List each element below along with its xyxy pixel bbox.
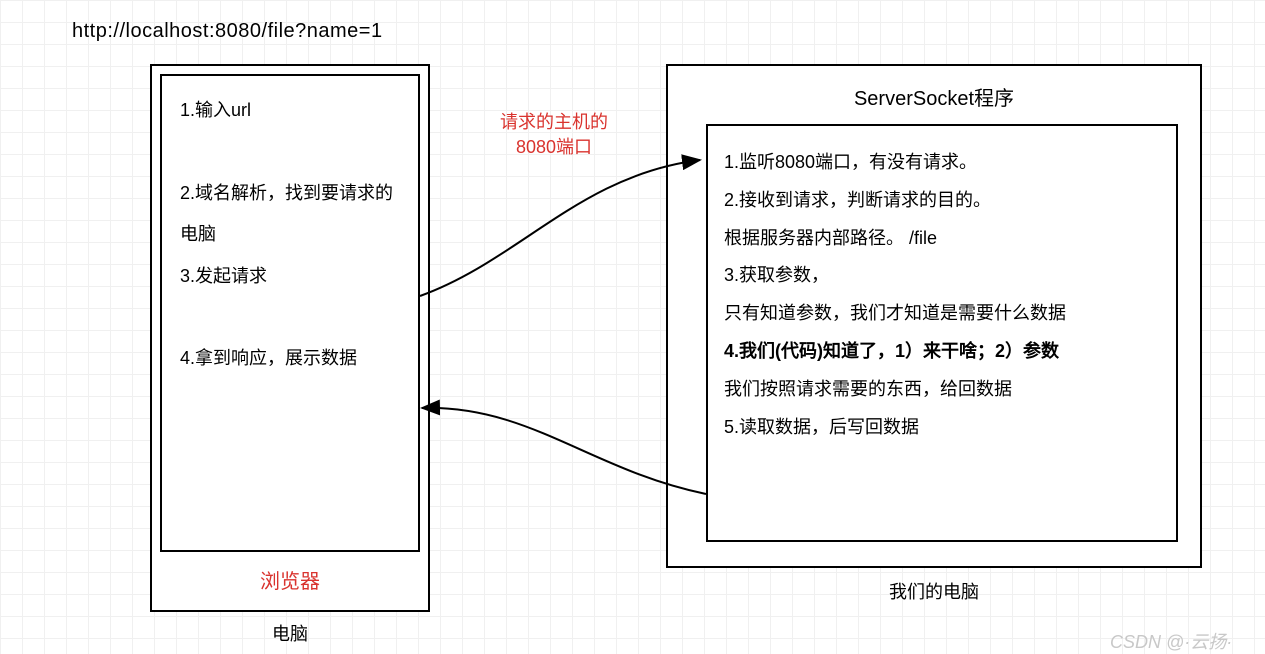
server-inner-box: 1.监听8080端口，有没有请求。 2.接收到请求，判断请求的目的。 根据服务器… [706,124,1178,542]
server-step-line: 我们按照请求需要的东西，给回数据 [724,371,1160,409]
url-text: http://localhost:8080/file?name=1 [72,20,383,43]
request-arrow [420,160,700,296]
browser-label: 浏览器 [152,565,428,594]
arrow-annotation-line2: 8080端口 [500,135,608,160]
arrow-annotation: 请求的主机的 8080端口 [500,110,608,160]
client-steps: 1.输入url 2.域名解析，找到要请求的电脑 3.发起请求 4.拿到响应，展示… [162,76,418,394]
client-step-line: 3.发起请求 [180,256,400,297]
watermark: CSDN @·云扬· [1110,628,1232,654]
server-step-line: 5.读取数据，后写回数据 [724,409,1160,447]
client-outer-label: 电脑 [150,620,430,646]
server-outer-label: 我们的电脑 [666,578,1202,604]
client-step-line: 4.拿到响应，展示数据 [180,338,400,379]
server-step-line: 3.获取参数， [724,257,1160,295]
server-step-line: 根据服务器内部路径。 /file [724,220,1160,258]
response-arrow [422,408,706,494]
client-outer-box: 1.输入url 2.域名解析，找到要请求的电脑 3.发起请求 4.拿到响应，展示… [150,64,430,612]
server-title: ServerSocket程序 [668,82,1200,111]
server-step-line-bold: 4.我们(代码)知道了，1）来干啥；2）参数 [724,333,1160,371]
server-outer-box: ServerSocket程序 1.监听8080端口，有没有请求。 2.接收到请求… [666,64,1202,568]
server-step-line: 只有知道参数，我们才知道是需要什么数据 [724,295,1160,333]
client-step-line: 2.域名解析，找到要请求的电脑 [180,173,400,256]
server-step-line: 2.接收到请求，判断请求的目的。 [724,182,1160,220]
server-step-line: 1.监听8080端口，有没有请求。 [724,144,1160,182]
client-step-line [180,131,400,172]
client-inner-box: 1.输入url 2.域名解析，找到要请求的电脑 3.发起请求 4.拿到响应，展示… [160,74,420,552]
server-steps: 1.监听8080端口，有没有请求。 2.接收到请求，判断请求的目的。 根据服务器… [708,126,1176,464]
arrow-annotation-line1: 请求的主机的 [500,110,608,135]
client-step-line: 1.输入url [180,90,400,131]
client-step-line [180,297,400,338]
